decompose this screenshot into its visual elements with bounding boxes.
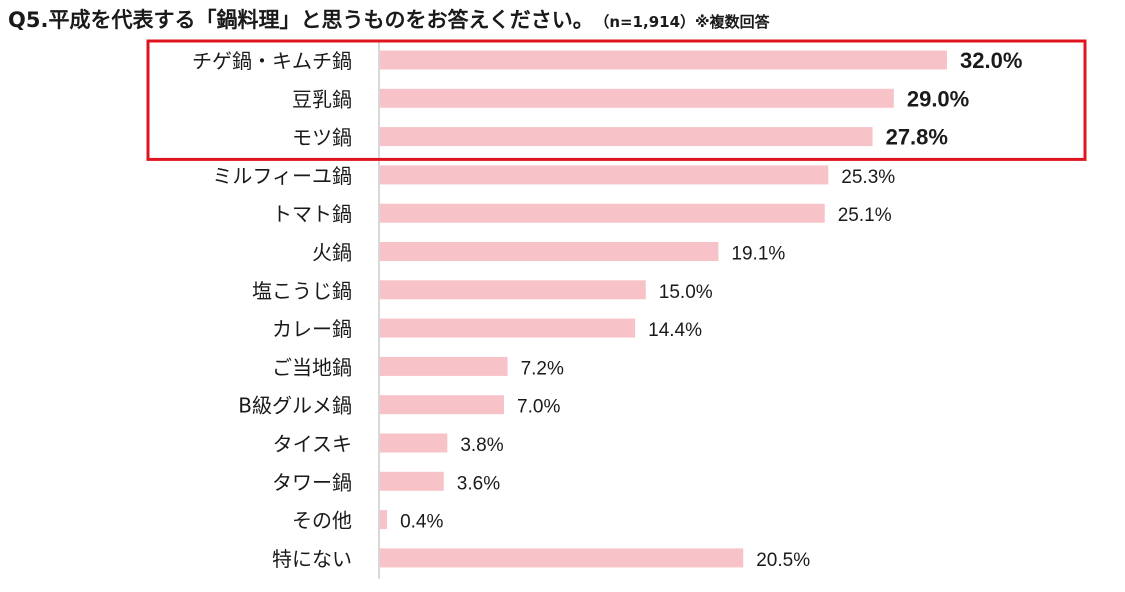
category-label: モツ鍋 [292,126,352,150]
value-label: 14.4% [648,320,702,341]
category-label: タワー鍋 [272,470,352,494]
bar [380,280,646,300]
category-label: その他 [292,509,352,533]
value-label: 32.0% [960,48,1022,73]
bar [380,471,444,491]
bar [380,127,873,147]
value-label: 3.8% [460,435,503,456]
bar [380,165,829,185]
category-label: ご当地鍋 [272,355,352,379]
bar [380,242,719,261]
bar [380,318,636,338]
category-label: 火鍋 [312,241,352,265]
bar [380,356,508,376]
bar [380,395,505,415]
bar [380,50,947,70]
chart-title-main: Q5.平成を代表する「鍋料理」と思うものをお答えください。 [8,8,594,32]
category-label: 豆乳鍋 [292,87,352,111]
value-label: 7.0% [517,397,560,418]
value-label: 0.4% [400,512,443,533]
value-label: 25.1% [838,205,892,226]
category-label: タイスキ [273,432,352,456]
bar [380,88,894,108]
value-label: 20.5% [756,550,810,571]
category-label: トマト鍋 [272,202,352,226]
value-label: 3.6% [457,473,500,494]
category-label: チゲ鍋・キムチ鍋 [192,49,352,73]
chart-subtitle: （n=1,914）※複数回答 [601,13,770,31]
value-label: 25.3% [841,167,895,188]
bar [380,203,825,223]
value-label: 29.0% [907,86,969,111]
bar [380,510,388,530]
category-label: カレー鍋 [272,317,352,341]
value-label: 27.8% [886,125,948,150]
value-label: 19.1% [731,244,785,265]
category-label: 特にない [272,547,352,571]
bar [380,548,744,568]
category-label: ミルフィーユ鍋 [212,164,352,188]
value-label: 15.0% [659,282,713,303]
chart-title: Q5.平成を代表する「鍋料理」と思うものをお答えください。 （n=1,914）※複… [8,4,770,34]
category-label: B級グルメ鍋 [238,394,352,418]
bar [380,433,448,453]
value-label: 7.2% [521,358,564,379]
top3-highlight-box [146,39,1087,161]
category-label: 塩こうじ鍋 [252,279,352,303]
